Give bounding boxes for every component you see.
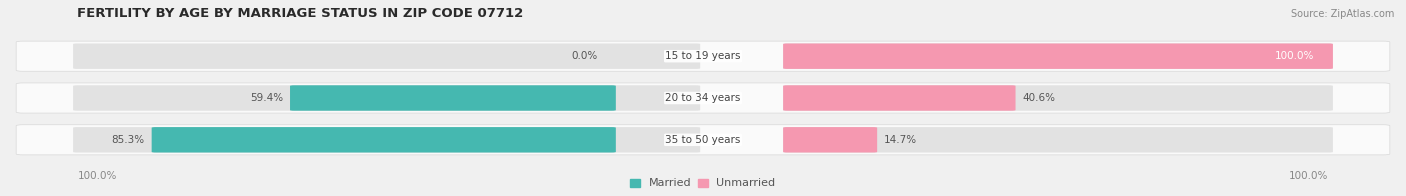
Text: 100.0%: 100.0% bbox=[1289, 171, 1329, 181]
FancyBboxPatch shape bbox=[783, 127, 877, 152]
FancyBboxPatch shape bbox=[17, 41, 1389, 71]
Text: Source: ZipAtlas.com: Source: ZipAtlas.com bbox=[1291, 9, 1395, 19]
FancyBboxPatch shape bbox=[290, 85, 616, 111]
Text: FERTILITY BY AGE BY MARRIAGE STATUS IN ZIP CODE 07712: FERTILITY BY AGE BY MARRIAGE STATUS IN Z… bbox=[77, 7, 523, 20]
Text: 20 to 34 years: 20 to 34 years bbox=[665, 93, 741, 103]
FancyBboxPatch shape bbox=[73, 85, 700, 111]
Text: 14.7%: 14.7% bbox=[884, 135, 917, 145]
FancyBboxPatch shape bbox=[17, 125, 1389, 155]
Text: 85.3%: 85.3% bbox=[111, 135, 145, 145]
FancyBboxPatch shape bbox=[17, 83, 1389, 113]
FancyBboxPatch shape bbox=[783, 85, 1015, 111]
FancyBboxPatch shape bbox=[73, 127, 700, 152]
Text: 35 to 50 years: 35 to 50 years bbox=[665, 135, 741, 145]
FancyBboxPatch shape bbox=[783, 44, 1333, 69]
Text: 15 to 19 years: 15 to 19 years bbox=[665, 51, 741, 61]
FancyBboxPatch shape bbox=[73, 44, 700, 69]
Legend: Married, Unmarried: Married, Unmarried bbox=[630, 179, 776, 189]
FancyBboxPatch shape bbox=[783, 44, 1333, 69]
Text: 59.4%: 59.4% bbox=[250, 93, 283, 103]
Text: 100.0%: 100.0% bbox=[77, 171, 117, 181]
Text: 0.0%: 0.0% bbox=[571, 51, 598, 61]
FancyBboxPatch shape bbox=[152, 127, 616, 152]
Text: 100.0%: 100.0% bbox=[1275, 51, 1315, 61]
FancyBboxPatch shape bbox=[783, 85, 1333, 111]
Text: 40.6%: 40.6% bbox=[1022, 93, 1056, 103]
FancyBboxPatch shape bbox=[783, 127, 1333, 152]
